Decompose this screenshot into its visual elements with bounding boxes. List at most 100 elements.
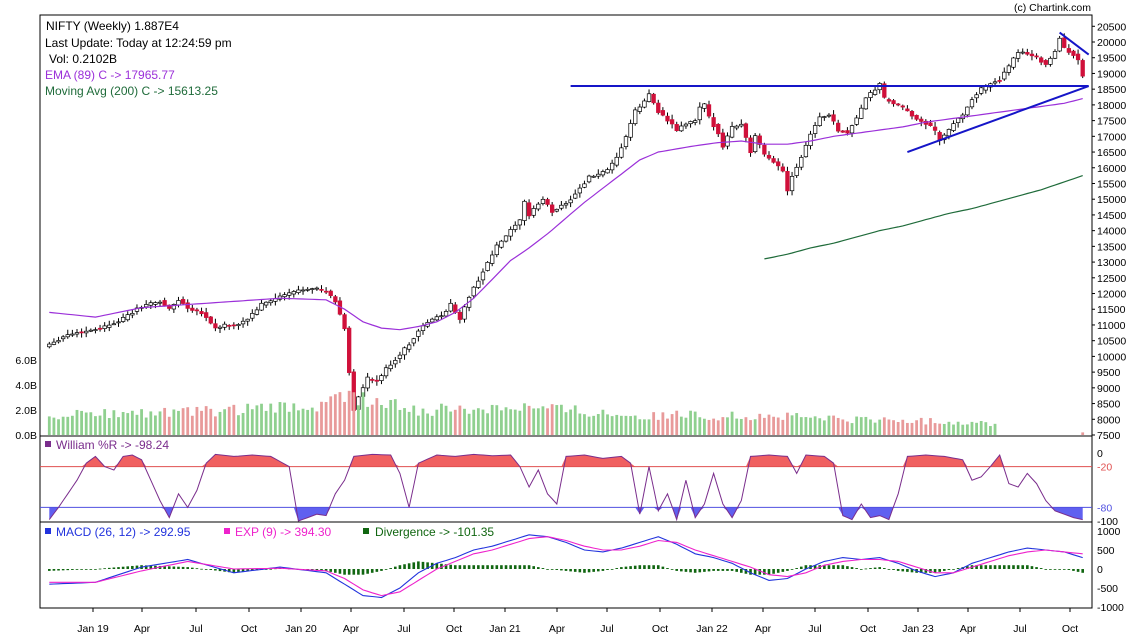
- divergence-bar: [177, 566, 180, 569]
- volume-bar: [167, 416, 171, 435]
- macd-tick-label: -500: [1097, 583, 1118, 595]
- divergence-bar: [1062, 569, 1066, 570]
- candle-up: [812, 125, 818, 134]
- volume-bar: [467, 413, 471, 435]
- volume-bar: [329, 396, 333, 435]
- volume-bar: [606, 414, 609, 435]
- divergence-bar: [366, 569, 369, 574]
- volume-bar: [915, 420, 919, 435]
- volume-tick-label: 6.0B: [15, 355, 37, 367]
- volume-bar: [260, 403, 263, 435]
- volume-bar: [947, 421, 951, 435]
- volume-bar: [223, 409, 227, 435]
- volume-bar: [762, 417, 766, 435]
- divergence-bar: [786, 569, 789, 571]
- volume-bar: [158, 411, 162, 435]
- divergence-bar: [218, 569, 222, 572]
- volume-bar: [264, 410, 268, 435]
- divergence-bar: [878, 567, 882, 569]
- candle-down: [914, 114, 919, 120]
- candle-up: [153, 302, 158, 305]
- divergence-bar: [472, 565, 476, 569]
- volume-bar: [472, 409, 476, 435]
- candle-down: [905, 108, 910, 112]
- volume-bar: [869, 419, 872, 435]
- candle-up: [513, 224, 518, 230]
- volume-bar: [361, 392, 365, 435]
- volume-bar: [735, 418, 739, 435]
- candle-up: [268, 300, 273, 304]
- volume-bar: [887, 419, 891, 435]
- divergence-bar: [246, 569, 249, 572]
- candle-down: [545, 199, 550, 205]
- volume-bar: [297, 410, 300, 435]
- exp-legend: EXP (9) -> 394.30: [235, 525, 331, 539]
- candle-up: [490, 254, 495, 264]
- volume-bar: [855, 416, 859, 435]
- candle-up: [503, 235, 509, 242]
- divergence-bar: [444, 564, 448, 569]
- x-tick-label: Apr: [755, 623, 772, 635]
- candle-up: [1015, 52, 1021, 59]
- divergence-bar: [486, 565, 489, 569]
- volume-bar: [559, 404, 563, 435]
- volume-bar: [241, 412, 245, 435]
- divergence-bar: [75, 569, 79, 570]
- price-tick-label: 8500: [1097, 399, 1121, 411]
- volume-bar: [984, 422, 988, 435]
- candle-down: [665, 115, 670, 122]
- volume-bar: [541, 406, 545, 435]
- candle-up: [536, 203, 541, 210]
- volume-bar: [781, 419, 785, 435]
- divergence-bar: [449, 564, 452, 569]
- divergence-bar: [652, 565, 655, 569]
- volume-bar: [232, 404, 236, 435]
- divergence-bar: [532, 566, 536, 569]
- divergence-bar: [647, 565, 651, 569]
- candle-down: [771, 158, 776, 163]
- volume-bar: [380, 404, 383, 435]
- divergence-bar: [440, 563, 443, 569]
- candle-up: [596, 173, 601, 177]
- candle-down: [886, 99, 892, 102]
- volume-bar: [430, 415, 434, 435]
- candle-down: [711, 117, 716, 128]
- candle-up: [859, 107, 864, 119]
- divergence-bar: [310, 569, 314, 570]
- ema-legend: EMA (89) C -> 17965.77: [45, 68, 175, 82]
- volume-bar: [901, 419, 905, 435]
- copyright-label[interactable]: (c) Chartink.com: [1014, 2, 1091, 14]
- divergence-bar: [241, 569, 245, 572]
- candle-up: [702, 103, 707, 109]
- candle-down: [928, 122, 933, 127]
- volume-bar: [84, 412, 88, 435]
- candle-up: [296, 289, 301, 293]
- divergence-bar: [380, 569, 383, 571]
- candle-down: [199, 311, 204, 315]
- volume-bar: [647, 419, 651, 435]
- candle-up: [946, 129, 952, 137]
- candle-down: [776, 161, 781, 167]
- candle-up: [217, 326, 223, 329]
- moving-avg-200-line: [764, 175, 1083, 260]
- volume-bar: [550, 404, 554, 435]
- volume-bar: [292, 403, 296, 435]
- price-tick-label: 13500: [1097, 241, 1126, 253]
- divergence-legend-swatch: [363, 528, 369, 534]
- volume-bar: [786, 412, 789, 435]
- candle-up: [683, 123, 689, 127]
- volume-bar: [130, 410, 134, 435]
- volume-bar: [961, 424, 965, 435]
- divergence-bar: [919, 569, 923, 573]
- candle-down: [840, 130, 845, 133]
- candle-down: [342, 314, 347, 330]
- volume-bar: [601, 409, 605, 435]
- x-tick-label: Oct: [241, 623, 257, 635]
- volume-bar: [910, 422, 914, 435]
- divergence-bar: [740, 569, 743, 573]
- volume-bar: [878, 419, 882, 435]
- divergence-bar: [121, 566, 125, 569]
- volume-bar: [592, 415, 596, 435]
- candle-down: [1071, 50, 1076, 56]
- divergence-bar: [763, 569, 766, 575]
